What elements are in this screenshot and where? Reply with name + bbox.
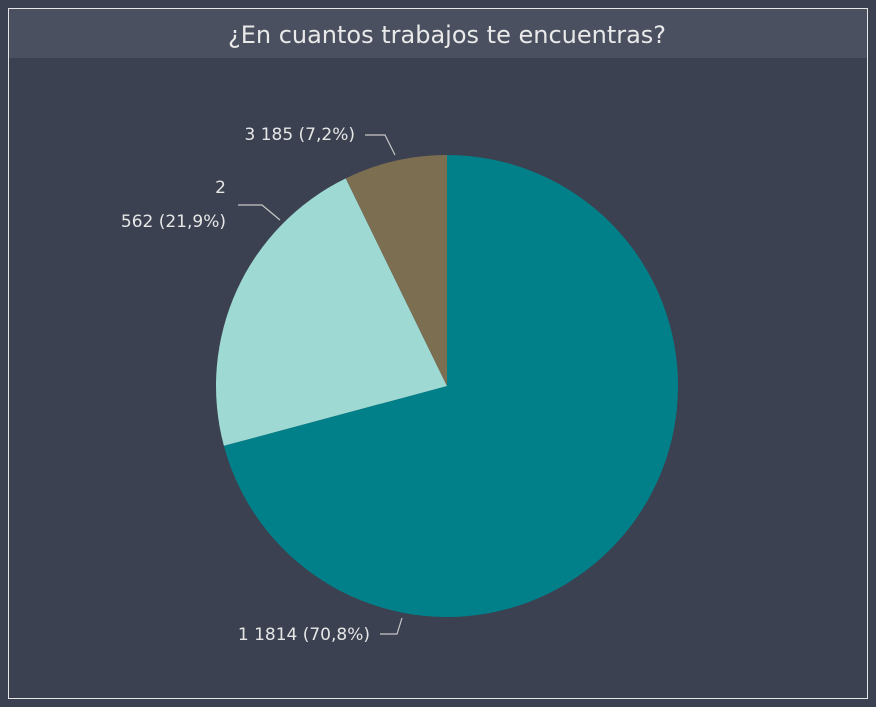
leader-line — [380, 617, 403, 635]
value-label: 562 (21,9%) — [121, 212, 226, 232]
data-label: 1 1814 (70,8%) — [238, 625, 370, 645]
pie-slice — [223, 155, 678, 617]
pie-slice — [216, 178, 447, 446]
value-label: 185 (7,2%) — [261, 125, 355, 145]
pie-slice — [345, 155, 447, 386]
category-label: 2 — [215, 178, 226, 198]
value-label: 1814 (70,8%) — [254, 625, 370, 645]
category-label: 1 — [238, 625, 249, 645]
chart-title: ¿En cuantos trabajos te encuentras? — [228, 21, 666, 49]
leader-line — [238, 204, 281, 221]
frame — [8, 8, 868, 699]
category-label: 3 — [244, 125, 255, 145]
pie — [216, 155, 678, 617]
data-label: 3 185 (7,2%) — [244, 125, 355, 145]
title-bar — [8, 8, 868, 58]
leader-line — [365, 134, 396, 156]
